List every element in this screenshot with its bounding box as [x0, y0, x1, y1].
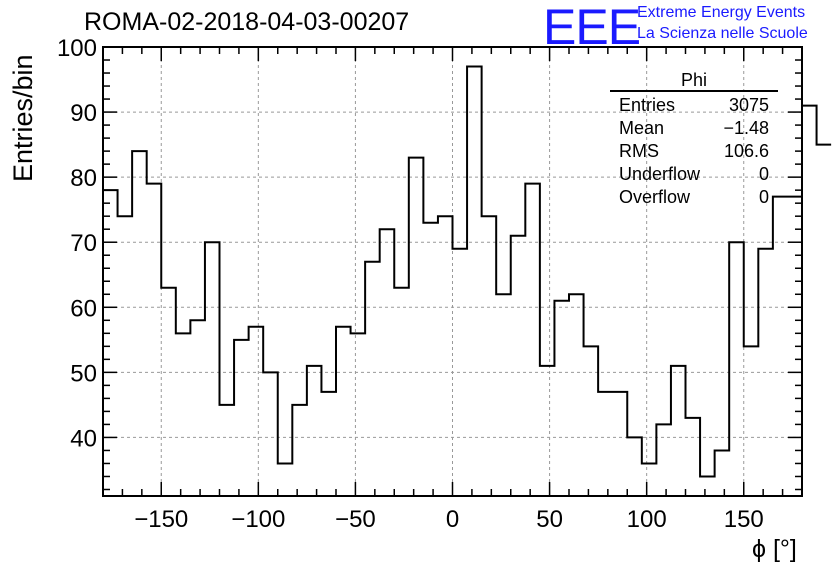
- stats-label: Entries: [619, 95, 676, 115]
- stats-value: −1.48: [723, 118, 769, 138]
- histogram-bin: [686, 418, 701, 496]
- y-tick-label: 40: [70, 425, 97, 452]
- stats-box: Phi Entries 3075 Mean −1.48 RMS 106.6 Un…: [609, 70, 779, 209]
- stats-row-mean: Mean −1.48: [609, 117, 779, 140]
- histogram-bin: [540, 366, 555, 496]
- histogram-bin: [613, 392, 628, 496]
- stats-label: Underflow: [619, 164, 701, 184]
- histogram-bin: [671, 366, 686, 496]
- x-tick-label: −150: [134, 506, 188, 533]
- stats-row-rms: RMS 106.6: [609, 140, 779, 163]
- histogram-bin: [525, 184, 540, 496]
- histogram-bin: [423, 223, 438, 496]
- histogram-bin: [453, 249, 468, 496]
- y-axis-label: Entries/bin: [8, 54, 38, 182]
- histogram-bin: [278, 463, 293, 496]
- histogram-bin: [292, 405, 307, 496]
- stats-label: Mean: [619, 118, 665, 138]
- histogram-series: [103, 65, 832, 478]
- histogram-bin: [656, 424, 671, 496]
- histogram-bin: [584, 346, 599, 496]
- histogram-bin: [802, 106, 817, 496]
- y-tick-label: 100: [57, 35, 97, 62]
- x-tick-label: 150: [724, 506, 764, 533]
- histogram-bin: [569, 294, 584, 496]
- histogram-bin: [220, 405, 235, 496]
- logo-line-2: La Scienza nelle Scuole: [637, 25, 808, 42]
- x-tick-label: −50: [335, 506, 376, 533]
- histogram-bin: [351, 333, 366, 496]
- histogram-bin: [263, 372, 278, 496]
- histogram-bin: [380, 229, 395, 496]
- histogram-bin: [321, 392, 336, 496]
- histogram-bin: [758, 249, 773, 496]
- histogram-bin: [715, 450, 730, 496]
- histogram-bin: [700, 476, 715, 496]
- histogram-bin: [365, 262, 380, 496]
- x-tick-label: 50: [536, 506, 563, 533]
- histogram-bin: [467, 67, 482, 496]
- stats-label: Overflow: [619, 187, 691, 207]
- histogram-bin: [118, 216, 133, 496]
- histogram-bin: [205, 242, 220, 496]
- stats-row-overflow: Overflow 0: [609, 186, 779, 209]
- chart-title: ROMA-02-2018-04-03-00207: [84, 8, 410, 36]
- histogram-bin: [409, 158, 424, 496]
- histogram-bin: [307, 366, 322, 496]
- eee-logo-mark: EEE: [543, 0, 641, 55]
- histogram-bin: [161, 288, 176, 496]
- histogram-bin: [176, 333, 191, 496]
- y-tick-label: 60: [70, 295, 97, 322]
- y-tick-label: 70: [70, 230, 97, 257]
- stats-label: RMS: [619, 141, 659, 161]
- x-axis-label: ϕ [°]: [752, 535, 797, 563]
- histogram-bin: [496, 294, 511, 496]
- histogram-bin: [249, 327, 264, 496]
- histogram-bin: [511, 236, 526, 496]
- stats-value: 106.6: [723, 141, 769, 161]
- stats-separator: [610, 90, 778, 92]
- histogram-bin: [773, 197, 788, 496]
- stats-value: 0: [758, 187, 769, 207]
- histogram-bin: [132, 151, 147, 496]
- x-tick-label: 100: [627, 506, 667, 533]
- histogram-bin: [554, 301, 569, 496]
- stats-value: 3075: [728, 95, 769, 115]
- histogram-bin: [234, 340, 249, 496]
- x-tick-label: 0: [446, 506, 459, 533]
- stats-row-underflow: Underflow 0: [609, 163, 779, 186]
- histogram-bin: [482, 216, 497, 496]
- y-tick-label: 80: [70, 165, 97, 192]
- logo-line-1: Extreme Energy Events: [637, 4, 806, 21]
- histogram-bin: [147, 184, 162, 496]
- histogram-bin: [817, 145, 832, 496]
- stats-title: Phi: [680, 70, 707, 90]
- histogram-bin: [598, 392, 613, 496]
- histogram-bin: [627, 437, 642, 496]
- x-tick-label: −100: [231, 506, 285, 533]
- y-tick-label: 50: [70, 360, 97, 387]
- histogram-bin: [438, 216, 453, 496]
- histogram-bin: [744, 346, 759, 496]
- histogram-bin: [336, 327, 351, 496]
- stats-row-entries: Entries 3075: [609, 94, 779, 117]
- histogram-bin: [190, 320, 205, 496]
- y-tick-label: 90: [70, 100, 97, 127]
- histogram-bin: [729, 242, 744, 496]
- histogram-bin: [394, 288, 409, 496]
- histogram-bin: [642, 463, 657, 496]
- stats-value: 0: [758, 164, 769, 184]
